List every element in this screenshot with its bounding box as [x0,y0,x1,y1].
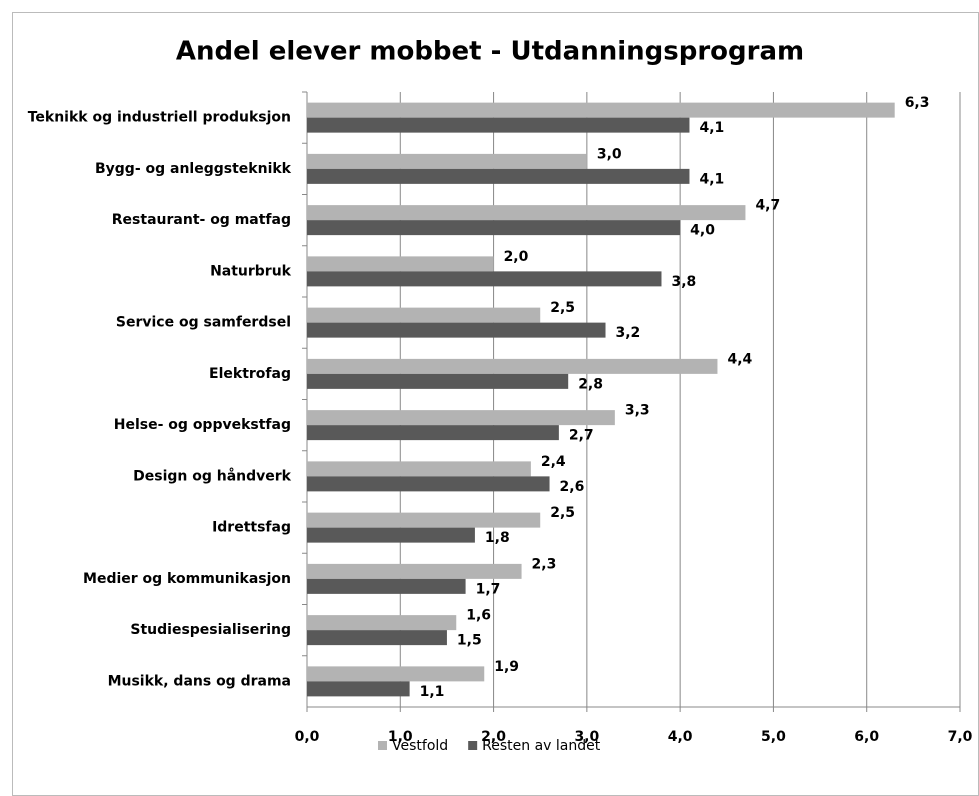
x-tick-label: 5,0 [761,729,786,745]
value-label: 3,0 [597,146,622,162]
bar [307,681,410,697]
legend-label: Vestfold [392,738,448,754]
value-label: 1,8 [485,530,510,546]
bar [307,271,662,287]
y-tick-label: Idrettsfag [212,520,291,536]
chart-title: Andel elever mobbet - Utdanningsprogram [176,37,804,67]
y-tick-label: Elektrofag [209,366,291,382]
value-label: 1,6 [466,608,491,624]
bar [307,153,587,169]
value-label: 3,2 [616,325,641,341]
value-label: 4,1 [699,171,724,187]
bar [307,578,466,594]
value-label: 4,4 [727,351,752,367]
x-tick-label: 7,0 [948,729,973,745]
value-label: 3,8 [671,274,696,290]
value-label: 4,1 [699,120,724,136]
bar [307,205,746,221]
value-label: 2,5 [550,300,575,316]
bar [307,666,485,682]
value-label: 6,3 [905,95,930,111]
value-label: 1,7 [476,581,501,597]
bar [307,615,457,631]
value-label: 1,9 [494,659,519,675]
bar [307,425,559,441]
bar [307,117,690,133]
value-label: 1,5 [457,633,482,649]
x-tick-label: 6,0 [854,729,879,745]
legend-label: Resten av landet [482,738,601,754]
value-label: 3,3 [625,403,650,419]
legend-swatch [378,741,387,750]
value-label: 2,6 [560,479,585,495]
y-tick-label: Bygg- og anleggsteknikk [95,161,292,177]
bar [307,461,531,477]
value-label: 2,5 [550,505,575,521]
y-tick-label: Musikk, dans og drama [108,673,291,689]
value-label: 2,8 [578,376,603,392]
bar [307,256,494,272]
y-tick-label: Medier og kommunikasjon [83,571,291,587]
value-label: 2,0 [504,249,529,265]
bar [307,527,475,543]
bar [307,563,522,579]
x-tick-label: 1,0 [388,729,413,745]
x-tick-label: 3,0 [574,729,599,745]
y-tick-label: Helse- og oppvekstfag [114,417,291,433]
x-tick-label: 0,0 [295,729,320,745]
bar [307,220,681,236]
bar [307,307,541,323]
y-tick-label: Teknikk og industriell produksjon [28,110,291,126]
y-tick-label: Studiespesialisering [130,622,291,638]
bar [307,322,606,338]
y-tick-label: Restaurant- og matfag [112,212,291,228]
bar [307,476,550,492]
bar [307,373,569,389]
bar [307,102,895,118]
y-tick-label: Design og håndverk [133,467,292,484]
value-label: 4,7 [755,198,780,214]
bar [307,512,541,528]
value-label: 1,1 [420,684,445,700]
y-tick-label: Service og samferdsel [116,315,291,331]
value-label: 2,3 [532,556,557,572]
y-tick-label: Naturbruk [210,263,292,279]
value-label: 2,4 [541,454,566,470]
x-tick-label: 4,0 [668,729,693,745]
bar [307,168,690,184]
bar [307,410,615,426]
legend-swatch [468,741,478,750]
value-label: 4,0 [690,223,715,239]
value-label: 2,7 [569,428,594,444]
bar [307,358,718,374]
x-tick-label: 2,0 [481,729,506,745]
bar [307,630,447,646]
